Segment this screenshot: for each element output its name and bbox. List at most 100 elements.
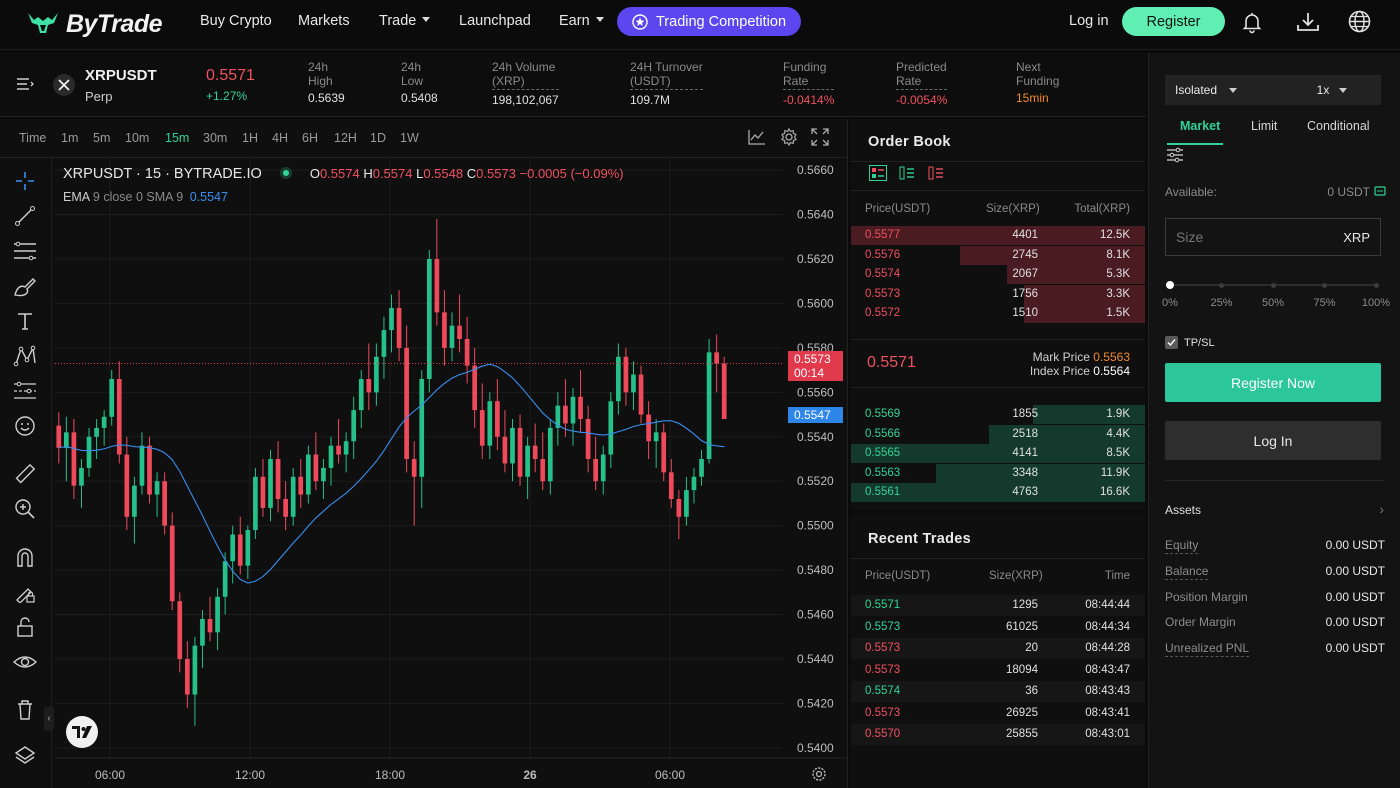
register-now-button[interactable]: Register Now [1165, 363, 1381, 402]
trading-competition-button[interactable]: Trading Competition [617, 7, 801, 36]
brand-logo[interactable]: ByTrade [26, 8, 163, 40]
timeframe-12h[interactable]: 12H [334, 131, 357, 145]
lock-icon[interactable] [13, 615, 37, 639]
timeframe-30m[interactable]: 30m [203, 131, 228, 145]
chart-settings-gear-icon[interactable] [811, 766, 827, 782]
view-both-icon[interactable] [869, 165, 887, 181]
ticker-stat[interactable]: 24H Turnover (USDT) 109.7M [630, 60, 703, 107]
nav-markets[interactable]: Markets [298, 13, 350, 29]
lock-drawing-icon[interactable] [13, 580, 37, 604]
candle [63, 416, 69, 482]
collapse-toolbar-chevron-icon[interactable]: ‹ [44, 707, 54, 731]
tab-conditional[interactable]: Conditional [1307, 119, 1370, 133]
candle [94, 419, 99, 459]
asset-label[interactable]: Unrealized PNL [1165, 641, 1250, 658]
horizontal-lines-icon[interactable] [13, 239, 37, 263]
candle [177, 592, 183, 673]
slider-handle[interactable] [1166, 281, 1174, 289]
slider-tick[interactable] [1270, 282, 1276, 288]
globe-icon[interactable] [1347, 9, 1372, 34]
wallet-icon[interactable] [1374, 185, 1386, 197]
trend-line-icon[interactable] [13, 204, 37, 228]
ask-row[interactable]: 0.5572 1510 1.5K [851, 304, 1145, 323]
emoji-icon[interactable] [13, 414, 37, 438]
pattern-tool-icon[interactable] [13, 344, 37, 368]
menu-collapse-icon[interactable] [16, 77, 34, 91]
size-input-box[interactable]: XRP [1165, 218, 1381, 256]
log-in-button[interactable]: Log In [1165, 421, 1381, 460]
asset-label: Order Margin [1165, 615, 1236, 630]
nav-launchpad[interactable]: Launchpad [459, 13, 531, 29]
view-bids-icon[interactable] [899, 165, 915, 181]
asset-label[interactable]: Equity [1165, 538, 1199, 554]
ticker-change: +1.27% [206, 89, 248, 103]
gear-icon[interactable] [780, 128, 798, 146]
slider-tick[interactable] [1373, 282, 1379, 288]
nav-trade[interactable]: Trade [379, 13, 431, 29]
timeframe-1m[interactable]: 1m [61, 131, 79, 145]
bid-row[interactable]: 0.5561 4763 16.6K [851, 483, 1145, 502]
timeframe-10m[interactable]: 10m [125, 131, 150, 145]
timeframe-time[interactable]: Time [19, 131, 47, 145]
timeframe-1h[interactable]: 1H [242, 131, 258, 145]
trash-icon[interactable] [13, 698, 37, 722]
bid-row[interactable]: 0.5569 1855 1.9K [851, 405, 1145, 424]
magnet-icon[interactable] [13, 545, 37, 569]
ticker-stat[interactable]: Predicted Rate -0.0054% [896, 60, 948, 107]
ticker-stat[interactable]: 24h Volume (XRP) 198,102,067 [492, 60, 559, 107]
tab-limit[interactable]: Limit [1251, 119, 1278, 133]
prediction-tool-icon[interactable] [13, 379, 37, 403]
timeframe-5m[interactable]: 5m [93, 131, 111, 145]
nav-buy-crypto[interactable]: Buy Crypto [200, 13, 272, 29]
login-link[interactable]: Log in [1069, 13, 1109, 29]
margin-mode-select[interactable]: Isolated [1165, 75, 1273, 105]
timeframe-1d[interactable]: 1D [370, 131, 386, 145]
bid-row[interactable]: 0.5565 4141 8.5K [851, 444, 1145, 463]
ruler-icon[interactable] [13, 462, 37, 486]
ask-row[interactable]: 0.5577 4401 12.5K [851, 226, 1145, 245]
ob-size: 4763 [1012, 486, 1038, 498]
leverage-select[interactable]: 1x [1273, 75, 1381, 105]
view-asks-icon[interactable] [928, 165, 944, 181]
ask-row[interactable]: 0.5573 1756 3.3K [851, 284, 1145, 304]
download-icon[interactable] [1295, 10, 1321, 34]
asset-row: Balance 0.00 USDT [1165, 564, 1385, 580]
ask-row[interactable]: 0.5576 2745 8.1K [851, 245, 1145, 265]
slider-tick[interactable] [1219, 282, 1224, 288]
tradingview-logo-icon[interactable] [66, 716, 98, 748]
ticker-stat-label-line1: 24h [308, 60, 329, 74]
size-input[interactable] [1166, 219, 1336, 255]
nav-earn[interactable]: Earn [559, 13, 604, 29]
eye-icon[interactable] [13, 650, 37, 674]
ticker-stat-value: -0.0414% [783, 93, 835, 107]
ticker-stat[interactable]: Funding Rate -0.0414% [783, 60, 835, 107]
bid-row[interactable]: 0.5566 2518 4.4K [851, 424, 1145, 444]
asset-label[interactable]: Balance [1165, 563, 1209, 580]
trade-price: 0.5574 [865, 685, 901, 697]
chart-style-icon[interactable] [748, 129, 766, 145]
brush-icon[interactable] [13, 274, 37, 298]
text-tool-icon[interactable] [13, 309, 37, 333]
bid-row[interactable]: 0.5563 3348 11.9K [851, 463, 1145, 483]
bell-icon[interactable] [1240, 10, 1264, 34]
crosshair-icon[interactable] [13, 169, 37, 193]
chevron-right-icon[interactable]: › [1379, 501, 1384, 517]
fullscreen-icon[interactable] [811, 128, 829, 146]
zoom-in-icon[interactable] [13, 497, 37, 521]
size-percentage-slider[interactable]: 0% 25% 50% 75% 100% [1162, 277, 1390, 317]
price-axis-label: 0.5400 [797, 741, 834, 755]
slider-tick[interactable] [1322, 282, 1327, 288]
tab-market[interactable]: Market [1180, 119, 1221, 133]
filter-sliders-icon[interactable] [1166, 147, 1184, 163]
candle [532, 423, 538, 473]
ask-row[interactable]: 0.5574 2067 5.3K [851, 265, 1145, 284]
tpsl-checkbox[interactable] [1165, 336, 1178, 349]
layers-icon[interactable] [13, 744, 37, 768]
price-chart[interactable]: 0.56600.56400.56200.56000.55800.55600.55… [55, 158, 848, 788]
ticker-symbol[interactable]: XRPUSDT [85, 67, 157, 84]
register-button[interactable]: Register [1122, 7, 1225, 36]
timeframe-4h[interactable]: 4H [272, 131, 288, 145]
timeframe-6h[interactable]: 6H [302, 131, 318, 145]
timeframe-1w[interactable]: 1W [400, 131, 419, 145]
timeframe-15m[interactable]: 15m [165, 131, 190, 145]
